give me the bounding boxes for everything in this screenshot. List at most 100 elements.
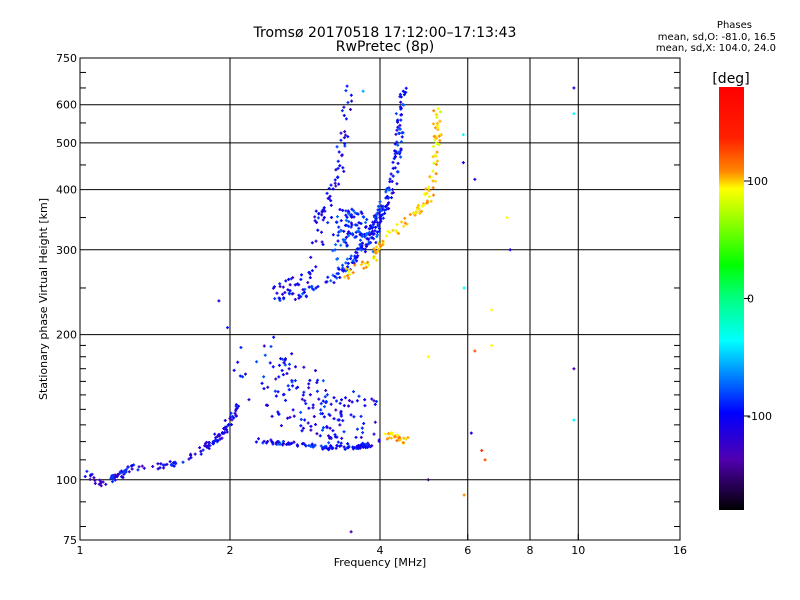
data-point	[321, 243, 325, 247]
data-point	[278, 282, 282, 286]
data-point	[393, 149, 397, 153]
data-point	[230, 418, 234, 422]
data-point	[216, 439, 220, 443]
data-point	[341, 238, 345, 242]
data-point	[288, 415, 292, 419]
data-point	[349, 221, 353, 225]
data-point	[329, 199, 333, 203]
data-point	[302, 290, 306, 294]
data-point	[364, 265, 368, 269]
data-point	[391, 191, 395, 195]
data-point	[375, 258, 379, 262]
data-point	[226, 326, 230, 330]
data-point	[379, 208, 383, 212]
data-point	[346, 100, 350, 104]
data-point	[341, 166, 345, 170]
data-point	[371, 250, 375, 254]
data-point	[372, 247, 376, 251]
y-tick-label: 750	[56, 52, 77, 65]
data-point	[461, 133, 465, 137]
data-point	[368, 226, 372, 230]
data-point	[308, 378, 312, 382]
data-point	[329, 203, 333, 207]
data-point	[214, 436, 218, 440]
data-point	[376, 224, 380, 228]
data-point	[350, 207, 354, 211]
data-point	[299, 417, 303, 421]
data-point	[363, 404, 367, 408]
data-point	[300, 397, 304, 401]
data-point	[350, 260, 354, 264]
data-point	[320, 230, 324, 234]
data-point	[346, 234, 350, 238]
data-point	[404, 86, 408, 90]
data-point	[319, 444, 323, 448]
data-point	[198, 446, 202, 450]
data-point	[391, 166, 395, 170]
data-point	[388, 177, 392, 181]
data-point	[354, 230, 358, 234]
data-point	[413, 211, 417, 215]
data-point	[396, 232, 400, 236]
data-point	[395, 128, 399, 132]
data-point	[199, 452, 203, 456]
data-point	[269, 344, 273, 348]
data-point	[336, 272, 340, 276]
data-point	[352, 215, 356, 219]
data-point	[337, 230, 341, 234]
data-point	[344, 89, 348, 93]
data-point	[301, 426, 305, 430]
data-point	[373, 420, 377, 424]
data-point	[343, 130, 347, 134]
data-point	[342, 445, 346, 449]
data-point	[313, 215, 317, 219]
data-point	[271, 365, 275, 369]
data-point	[432, 134, 436, 138]
data-point	[431, 155, 435, 159]
data-point	[312, 415, 316, 419]
data-point	[346, 442, 350, 446]
data-point	[393, 142, 397, 146]
data-point	[331, 249, 335, 253]
data-point	[98, 478, 102, 482]
data-point	[374, 218, 378, 222]
data-point	[427, 189, 431, 193]
data-point	[362, 422, 366, 426]
data-point	[347, 269, 351, 273]
data-point	[328, 436, 332, 440]
data-point	[302, 441, 306, 445]
data-point	[346, 446, 350, 450]
x-tick-label: 8	[527, 544, 534, 557]
data-point	[207, 441, 211, 445]
data-point	[334, 408, 338, 412]
data-point	[397, 131, 401, 135]
data-point	[350, 400, 354, 404]
data-point	[356, 229, 360, 233]
y-tick-label: 500	[56, 137, 77, 150]
data-point	[340, 398, 344, 402]
data-point	[282, 392, 286, 396]
data-point	[354, 250, 358, 254]
data-point	[168, 460, 172, 464]
data-point	[314, 369, 318, 373]
data-point	[276, 390, 280, 394]
data-point	[384, 205, 388, 209]
data-point	[365, 218, 369, 222]
data-point	[340, 436, 344, 440]
data-point	[372, 432, 376, 436]
data-point	[508, 248, 512, 252]
data-point	[347, 224, 351, 228]
data-point	[348, 257, 352, 261]
data-point	[321, 399, 325, 403]
data-point	[327, 441, 331, 445]
data-point	[288, 283, 292, 287]
data-point	[572, 86, 576, 90]
data-point	[227, 423, 231, 427]
data-point	[332, 396, 336, 400]
data-point	[342, 113, 346, 117]
data-point	[295, 443, 299, 447]
data-point	[399, 118, 403, 122]
data-point	[572, 112, 576, 116]
data-point	[431, 122, 435, 126]
data-point	[360, 233, 364, 237]
